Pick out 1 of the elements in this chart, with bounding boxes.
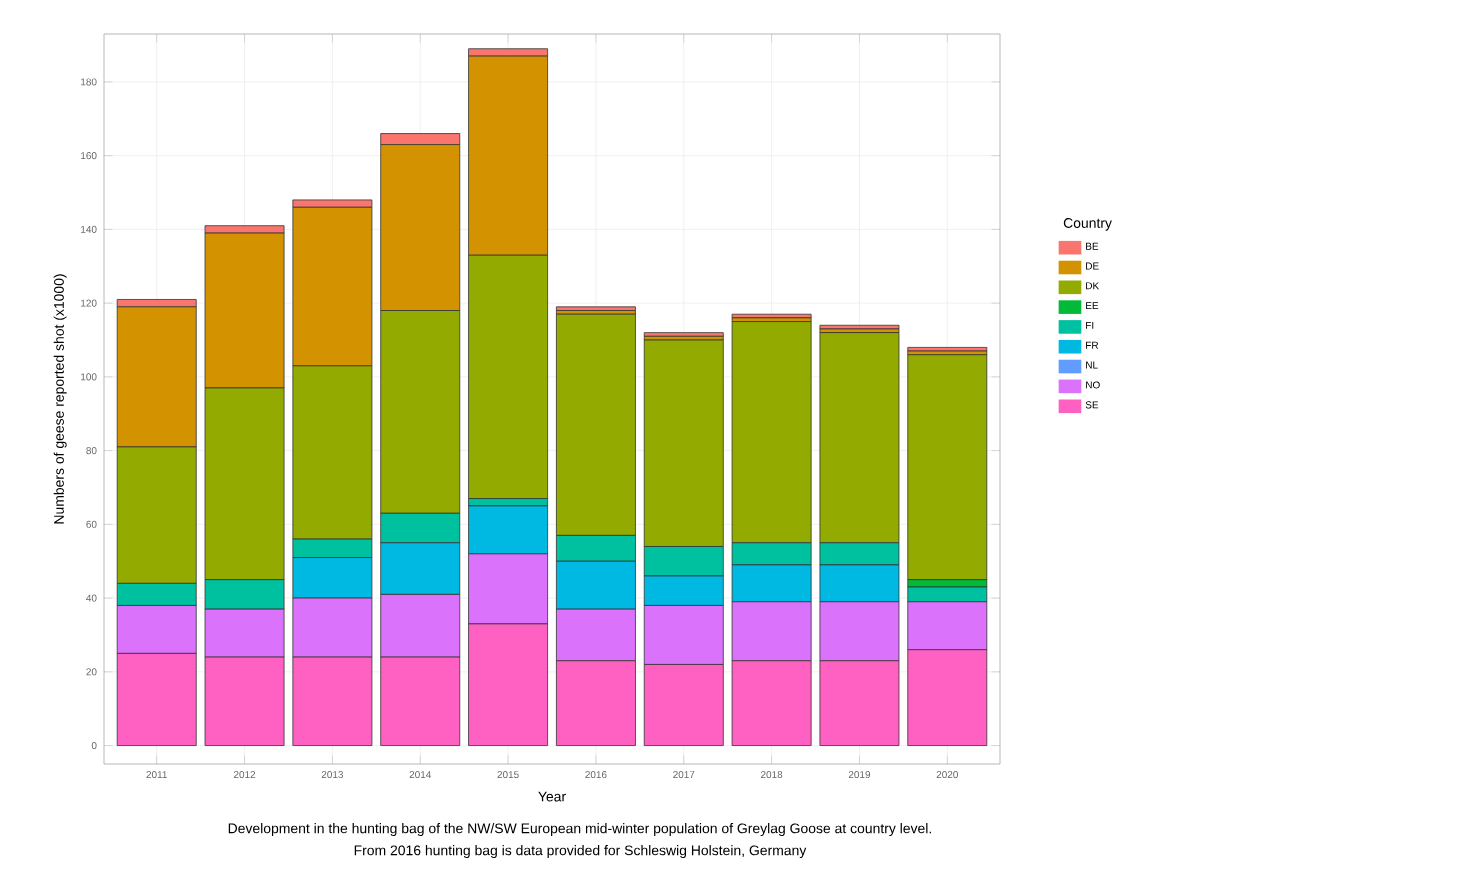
bar bbox=[907, 354, 988, 581]
